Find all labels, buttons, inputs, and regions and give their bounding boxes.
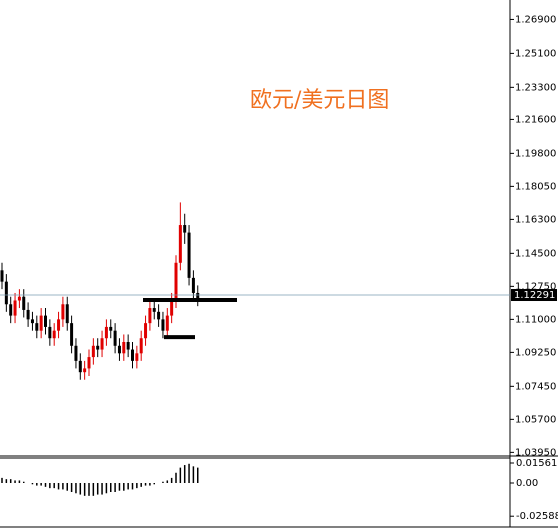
y-tick-label: 1.12750 bbox=[515, 281, 556, 292]
y-tick-label: 1.05700 bbox=[515, 414, 556, 425]
candle-body bbox=[187, 232, 191, 278]
y-tick-label: 0.00 bbox=[516, 478, 538, 489]
candle-body bbox=[139, 338, 143, 354]
candle-body bbox=[157, 311, 161, 320]
candle-body bbox=[165, 315, 169, 331]
candle-body bbox=[174, 262, 178, 301]
candle-body bbox=[170, 300, 174, 316]
candle-body bbox=[0, 270, 4, 282]
candle-body bbox=[30, 319, 34, 324]
candle-body bbox=[109, 326, 113, 331]
candle-body bbox=[39, 315, 43, 331]
candle-body bbox=[148, 308, 152, 324]
candle-body bbox=[144, 323, 148, 339]
candle-body bbox=[117, 345, 121, 354]
y-tick-label: 1.07450 bbox=[515, 381, 556, 392]
candle-body bbox=[131, 349, 134, 361]
price-label: 1.12291 bbox=[514, 290, 555, 301]
candle-body bbox=[22, 296, 26, 310]
candle-body bbox=[113, 330, 117, 346]
y-tick-label: 0.015612 bbox=[516, 458, 558, 469]
candle-body bbox=[196, 292, 200, 299]
candle-body bbox=[52, 330, 56, 339]
candle-body bbox=[61, 304, 65, 320]
y-tick-label: 1.03950 bbox=[515, 447, 556, 458]
y-tick-label: 1.11000 bbox=[515, 314, 556, 325]
candle-body bbox=[122, 342, 126, 354]
candle-body bbox=[161, 319, 165, 331]
y-tick-label: 1.25100 bbox=[515, 48, 556, 59]
price-label-box bbox=[511, 289, 557, 302]
candle-body bbox=[9, 304, 13, 316]
candle-body bbox=[96, 345, 100, 350]
candle-body bbox=[65, 304, 69, 324]
candle-body bbox=[91, 345, 95, 358]
candle-body bbox=[57, 319, 61, 331]
candle-body bbox=[83, 368, 87, 373]
candle-body bbox=[152, 308, 156, 312]
y-tick-label: -0.025888 bbox=[516, 511, 558, 522]
candle-body bbox=[48, 326, 52, 339]
candle-body bbox=[191, 277, 195, 293]
candle-body bbox=[70, 323, 74, 346]
y-tick-label: 1.18050 bbox=[515, 181, 556, 192]
y-tick-label: 1.26900 bbox=[515, 14, 556, 25]
candle-body bbox=[44, 315, 47, 327]
candle-body bbox=[78, 360, 82, 373]
candle-body bbox=[126, 342, 130, 350]
y-tick-label: 1.19800 bbox=[515, 148, 556, 159]
candle-body bbox=[100, 338, 104, 350]
candle-body bbox=[17, 296, 21, 301]
candle-body bbox=[26, 309, 30, 320]
candle-body bbox=[135, 353, 139, 361]
candle-body bbox=[178, 225, 182, 263]
candle-body bbox=[13, 300, 17, 316]
y-tick-label: 1.09250 bbox=[515, 347, 556, 358]
candle-body bbox=[4, 281, 8, 305]
candle-body bbox=[87, 357, 91, 369]
y-tick-label: 1.16300 bbox=[515, 214, 556, 225]
candle-body bbox=[104, 326, 108, 339]
y-tick-label: 1.23300 bbox=[515, 82, 556, 93]
y-tick-label: 1.14500 bbox=[515, 248, 556, 259]
y-tick-label: 1.21600 bbox=[515, 114, 556, 125]
candle-body bbox=[74, 345, 78, 361]
candle-body bbox=[183, 225, 187, 233]
chart-title: 欧元/美元日图 bbox=[250, 88, 389, 113]
candle-body bbox=[35, 323, 39, 331]
